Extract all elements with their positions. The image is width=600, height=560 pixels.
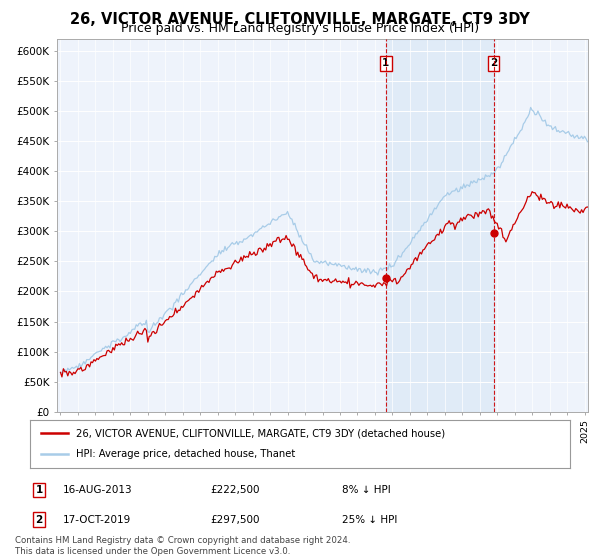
Text: 16-AUG-2013: 16-AUG-2013 [63,485,133,495]
Text: 8% ↓ HPI: 8% ↓ HPI [342,485,391,495]
Text: 2: 2 [35,515,43,525]
Text: Price paid vs. HM Land Registry's House Price Index (HPI): Price paid vs. HM Land Registry's House … [121,22,479,35]
Text: Contains HM Land Registry data © Crown copyright and database right 2024.
This d: Contains HM Land Registry data © Crown c… [15,536,350,556]
Text: 1: 1 [382,58,389,68]
Text: 1: 1 [35,485,43,495]
Bar [386,39,494,412]
Text: 25% ↓ HPI: 25% ↓ HPI [342,515,397,525]
Text: 2: 2 [490,58,497,68]
Text: £297,500: £297,500 [210,515,260,525]
Text: HPI: Average price, detached house, Thanet: HPI: Average price, detached house, Than… [76,449,295,459]
Text: 17-OCT-2019: 17-OCT-2019 [63,515,131,525]
Text: 26, VICTOR AVENUE, CLIFTONVILLE, MARGATE, CT9 3DY: 26, VICTOR AVENUE, CLIFTONVILLE, MARGATE… [70,12,530,27]
Text: 26, VICTOR AVENUE, CLIFTONVILLE, MARGATE, CT9 3DY (detached house): 26, VICTOR AVENUE, CLIFTONVILLE, MARGATE… [76,428,445,438]
Text: £222,500: £222,500 [210,485,260,495]
